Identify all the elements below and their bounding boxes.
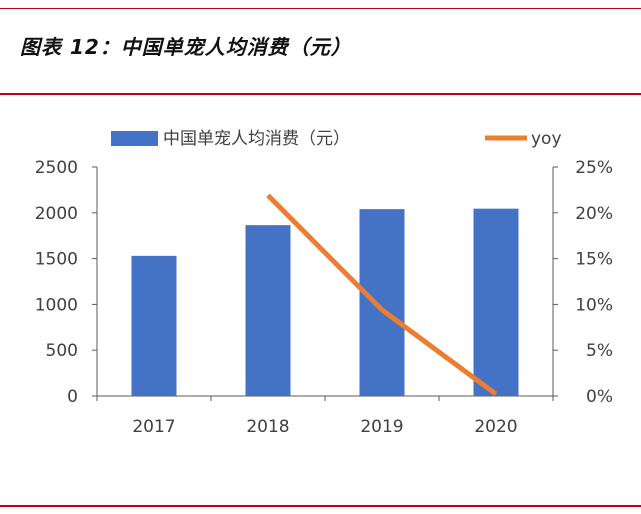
bar <box>131 255 177 396</box>
y-tick-label-right: 20% <box>575 204 613 224</box>
legend-label-line: yoy <box>531 129 562 149</box>
top-rule <box>0 8 641 9</box>
y-tick-label-left: 2500 <box>35 158 78 178</box>
y-tick-label-right: 0% <box>586 387 613 407</box>
y-tick-label-right: 5% <box>586 341 613 361</box>
y-tick-label-right: 10% <box>575 295 613 315</box>
y-tick-label-left: 0 <box>67 387 78 407</box>
y-tick-label-left: 2000 <box>35 204 78 224</box>
legend-label-bar: 中国单宠人均消费（元） <box>163 129 350 149</box>
x-tick-label: 2019 <box>360 417 403 437</box>
x-tick-label: 2017 <box>132 417 175 437</box>
bar <box>359 209 405 396</box>
legend-swatch-bar <box>111 131 158 146</box>
y-tick-label-right: 25% <box>575 158 613 178</box>
x-tick-label: 2018 <box>246 417 289 437</box>
x-tick-label: 2020 <box>474 417 517 437</box>
bottom-rule <box>0 505 641 507</box>
y-tick-label-left: 1000 <box>35 295 78 315</box>
y-tick-label-right: 15% <box>575 250 613 270</box>
bar <box>473 208 519 396</box>
chart-title: 图表 12：中国单宠人均消费（元） <box>20 35 352 59</box>
y-tick-label-left: 500 <box>46 341 78 361</box>
title-rule <box>0 93 641 95</box>
bar <box>245 225 291 396</box>
y-tick-label-left: 1500 <box>35 250 78 270</box>
